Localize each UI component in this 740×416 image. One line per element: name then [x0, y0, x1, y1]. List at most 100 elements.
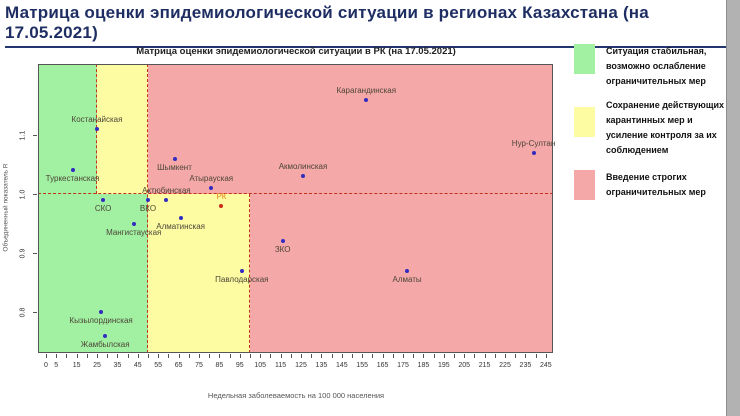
data-point-СКО — [101, 197, 106, 202]
x-tick-label: 135 — [315, 362, 328, 369]
window-scrollbar[interactable] — [726, 0, 740, 416]
point-label-Мангистауская: Мангистауская — [106, 227, 162, 237]
x-tick — [413, 354, 415, 358]
x-tick — [290, 354, 292, 358]
point-label-Алматинская: Алматинская — [156, 221, 206, 231]
x-tick — [148, 354, 149, 358]
x-tick-label: 115 — [275, 362, 287, 369]
x-tick — [525, 354, 527, 358]
zone-yellow-top — [97, 64, 148, 194]
x-tick — [331, 354, 333, 358]
point-label-Туркестанская: Туркестанская — [45, 174, 100, 184]
x-tick — [239, 354, 241, 358]
data-point-Павлодарская — [239, 268, 244, 273]
data-point-Атырауская — [209, 186, 214, 191]
point-label-ВКО: ВКО — [139, 203, 157, 213]
x-tick-label: 155 — [356, 362, 369, 369]
data-point-Актюбинская — [164, 197, 169, 202]
point-label-РК: РК — [216, 191, 227, 201]
data-point-Алматы — [405, 268, 410, 273]
point-label-Шымкент: Шымкент — [157, 162, 192, 172]
legend-item-strict-measures: Введение строгих ограничительных мер — [574, 170, 732, 200]
legend-swatch-yellow — [574, 107, 595, 137]
x-tick-label: 245 — [539, 362, 552, 369]
data-point-Кызылординская — [99, 310, 104, 314]
y-tick — [33, 312, 37, 313]
y-tick-label: 0.8 — [19, 307, 27, 318]
x-tick — [382, 354, 384, 358]
x-tick-label: 205 — [458, 362, 471, 369]
x-tick — [168, 354, 170, 358]
x-tick — [433, 354, 435, 358]
legend-swatch-green — [574, 44, 595, 74]
y-tick-label: 0.9 — [19, 248, 27, 259]
zone-yellow-bottom — [148, 194, 250, 353]
x-tick — [484, 354, 486, 358]
x-tick-label: 195 — [437, 362, 450, 369]
point-label-Нур-Султан: Нур-Султан — [511, 138, 556, 148]
x-tick — [178, 354, 180, 358]
x-tick-label: 35 — [113, 362, 122, 369]
data-point-Карагандинская — [364, 97, 369, 102]
x-tick — [209, 354, 211, 358]
x-tick — [117, 354, 119, 358]
x-tick — [392, 354, 394, 358]
data-point-Алматинская — [178, 215, 183, 220]
legend-swatch-pink — [574, 170, 595, 200]
y-tick-label: 1.1 — [19, 130, 27, 141]
x-tick — [260, 354, 262, 358]
x-tick — [301, 354, 302, 358]
x-tick — [137, 354, 139, 358]
legend: Ситуация стабильная, возможно ослабление… — [574, 0, 732, 380]
x-tick — [341, 354, 343, 358]
zone-green-bottom — [38, 194, 148, 353]
x-tick-label: 185 — [417, 362, 430, 369]
x-tick-label: 215 — [478, 362, 491, 369]
point-label-ЗКО: ЗКО — [274, 245, 291, 255]
x-tick-label: 55 — [154, 362, 163, 369]
threshold-line-x50-full — [147, 64, 148, 353]
x-tick — [311, 354, 313, 358]
y-tick — [33, 194, 37, 195]
x-tick — [107, 354, 109, 358]
x-tick — [127, 354, 129, 358]
x-tick-label: 15 — [72, 362, 81, 369]
x-tick — [515, 354, 517, 358]
x-tick — [46, 354, 47, 358]
x-axis-label: Недельная заболеваемость на 100 000 насе… — [207, 391, 385, 400]
point-label-СКО: СКО — [94, 203, 112, 213]
y-tick — [33, 135, 37, 136]
x-tick-label: 145 — [335, 362, 348, 369]
chart-title: Матрица оценки эпидемиологической ситуац… — [136, 46, 456, 57]
x-tick-label: 95 — [235, 362, 244, 369]
plot-border — [38, 64, 553, 353]
point-label-Актюбинская: Актюбинская — [142, 185, 191, 195]
point-label-Акмолинская: Акмолинская — [278, 162, 328, 172]
x-tick — [545, 354, 547, 358]
legend-text: Введение строгих ограничительных мер — [606, 172, 706, 197]
threshold-line-x100-bottom — [249, 194, 250, 353]
x-tick — [352, 354, 353, 358]
x-tick — [97, 354, 98, 358]
x-tick — [250, 354, 251, 358]
x-tick-label: 175 — [397, 362, 409, 369]
data-point-Туркестанская — [70, 168, 75, 173]
x-tick-label: 5 — [54, 362, 59, 369]
point-label-Кызылординская: Кызылординская — [69, 316, 133, 325]
x-tick-label: 45 — [133, 362, 142, 369]
x-tick — [423, 354, 425, 358]
legend-text: Сохранение действующих карантинных мер и… — [606, 100, 724, 155]
x-tick — [505, 354, 506, 358]
data-point-Акмолинская — [301, 174, 306, 179]
x-tick — [403, 354, 404, 358]
data-point-ЗКО — [280, 239, 285, 244]
x-tick-label: 65 — [174, 362, 183, 369]
zone-pink-top — [148, 64, 553, 194]
zone-pink-bottom — [250, 194, 553, 353]
point-label-Карагандинская: Карагандинская — [336, 85, 397, 95]
x-tick — [219, 354, 221, 358]
x-tick — [535, 354, 537, 358]
x-tick — [229, 354, 231, 358]
data-point-Жамбылская — [103, 333, 108, 338]
